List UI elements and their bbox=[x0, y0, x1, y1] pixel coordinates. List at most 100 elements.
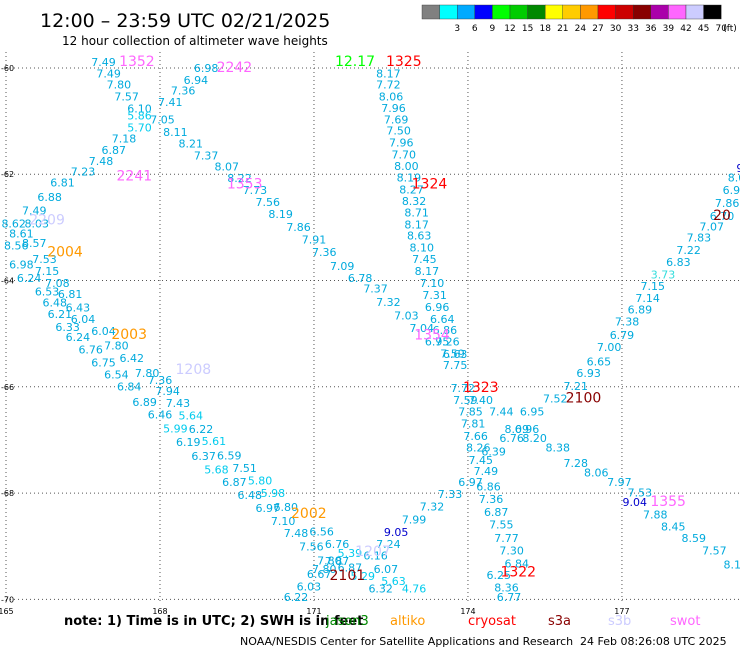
wave-height-value: 7.83 bbox=[687, 232, 712, 245]
wave-height-value: 7.57 bbox=[114, 90, 139, 103]
wave-height-value: 7.36 bbox=[312, 246, 337, 259]
scale-swatch bbox=[457, 4, 476, 20]
wave-height-value: 7.86 bbox=[715, 197, 740, 210]
wave-height-value: 8.56 bbox=[4, 240, 29, 253]
wave-height-value: 7.87 bbox=[325, 555, 350, 568]
wave-height-value: 6.77 bbox=[497, 591, 522, 604]
footer-timestamp: 24 Feb 08:26:08 UTC 2025 bbox=[580, 635, 727, 648]
lon-tick-label: 168 bbox=[152, 607, 167, 616]
wave-height-value: 6.98 bbox=[194, 62, 219, 75]
pass-time-label: 1355 bbox=[650, 494, 686, 510]
wave-height-value: 6.76 bbox=[78, 343, 103, 356]
lon-tick-label: 171 bbox=[306, 607, 321, 616]
scale-tick-label: 45 bbox=[698, 24, 709, 34]
wave-height-value: 6.95 bbox=[425, 335, 450, 348]
satellite-key: jason3 altiko cryosat s3a s3b swot bbox=[325, 614, 700, 629]
wave-height-value: 7.73 bbox=[243, 184, 268, 197]
wave-height-value: 7.00 bbox=[597, 341, 622, 354]
wave-height-value: 6.84 bbox=[117, 381, 142, 394]
wave-height-value: 6.87 bbox=[222, 476, 247, 489]
wave-height-value: 6.46 bbox=[148, 409, 173, 422]
wave-height-value: 7.10 bbox=[271, 515, 296, 528]
wave-height-value: 8.07 bbox=[214, 161, 239, 174]
wave-height-value: 6.25 bbox=[487, 569, 512, 582]
wave-height-value: 6.03 bbox=[297, 580, 322, 593]
scale-swatch bbox=[562, 4, 581, 20]
wave-height-value: 6.89 bbox=[132, 396, 157, 409]
wave-height-value: 6.59 bbox=[217, 450, 242, 463]
wave-height-value: 6.10 bbox=[127, 103, 152, 116]
pass-time-label: 2241 bbox=[117, 169, 153, 185]
wave-height-value: 7.80 bbox=[104, 340, 129, 353]
lon-tick-label: 174 bbox=[460, 607, 475, 616]
wave-height-value: 8.61 bbox=[9, 227, 34, 240]
wave-height-value: 6.16 bbox=[363, 549, 388, 562]
wave-height-value: 7.75 bbox=[443, 359, 468, 372]
wave-height-value: 7.88 bbox=[643, 509, 668, 522]
wave-height-value: 7.04 bbox=[410, 322, 435, 335]
scale-swatch bbox=[703, 4, 722, 20]
scale-tick-label: 30 bbox=[610, 24, 622, 34]
wave-height-value: 7.86 bbox=[286, 221, 311, 234]
pass-time-label: 2242 bbox=[217, 60, 253, 76]
wave-height-value: 7.56 bbox=[299, 540, 324, 553]
wave-height-value: 7.53 bbox=[32, 253, 57, 266]
wave-height-value: 8.63 bbox=[407, 230, 432, 243]
wave-height-value: 8.17 bbox=[415, 265, 440, 278]
wave-height-value: 8.26 bbox=[466, 442, 491, 455]
wave-height-value: 6.67 bbox=[307, 568, 332, 581]
wave-height-value: 7.49 bbox=[22, 205, 47, 218]
wave-height-value: 7.21 bbox=[563, 380, 588, 393]
wave-height-value: 8.1 bbox=[724, 559, 740, 572]
satellite-name: s3a bbox=[548, 614, 571, 629]
wave-height-value: 8.10 bbox=[410, 241, 435, 254]
wave-height-value: 6.83 bbox=[666, 256, 691, 269]
wave-height-value: 7.37 bbox=[363, 283, 388, 296]
wave-height-value: 8.19 bbox=[268, 208, 293, 221]
wave-height-value: 7.99 bbox=[402, 513, 427, 526]
wave-height-value: 6.04 bbox=[91, 325, 116, 338]
wave-height-value: 7.30 bbox=[499, 545, 524, 558]
scale-swatch bbox=[474, 4, 493, 20]
wave-height-value: 5.80 bbox=[248, 475, 273, 488]
wave-height-value: 7.96 bbox=[389, 137, 414, 150]
wave-height-value: 8.06 bbox=[584, 467, 609, 480]
wave-height-value: 7.05 bbox=[150, 114, 175, 127]
wave-height-value: 8.59 bbox=[682, 532, 707, 545]
wave-height-value: 8.03 bbox=[25, 217, 50, 230]
wave-height-value: 6.97 bbox=[458, 476, 483, 489]
scale-swatch bbox=[685, 4, 704, 20]
wave-height-value: 8.03 bbox=[728, 172, 740, 185]
wave-height-value: 3.73 bbox=[651, 268, 676, 281]
footer-note: note: 1) Time is in UTC; 2) SWH is in fe… bbox=[64, 614, 363, 629]
wave-height-value: 6.07 bbox=[374, 563, 399, 576]
wave-height-value: 5.98 bbox=[261, 487, 286, 500]
map-subtitle: 12 hour collection of altimeter wave hei… bbox=[62, 34, 328, 48]
wave-height-value: 6.24 bbox=[17, 272, 42, 285]
wave-height-value: 7.80 bbox=[107, 79, 132, 92]
wave-height-value: 8.11 bbox=[163, 126, 188, 139]
satellite-name: swot bbox=[670, 614, 700, 629]
scale-swatch bbox=[597, 4, 616, 20]
wave-height-value: 6.96 bbox=[425, 301, 450, 314]
wave-height-value: 6.42 bbox=[120, 352, 145, 365]
wave-height-value: 8.38 bbox=[546, 442, 571, 455]
wave-height-value: 5.86 bbox=[127, 109, 152, 122]
wave-height-value: 6.76 bbox=[325, 538, 350, 551]
pass-labels: 1352 2242 12.17 1325 2241 1353 1324 2209 2004 200… bbox=[29, 54, 731, 584]
wave-height-value: 5.68 bbox=[204, 463, 229, 476]
wave-height-value: 6.32 bbox=[368, 582, 393, 595]
wave-height-value: 7.31 bbox=[422, 289, 447, 302]
wave-height-value: 6.24 bbox=[66, 331, 91, 344]
scale-tick-label: 12 bbox=[504, 24, 515, 34]
wave-height-value: 7.44 bbox=[489, 405, 514, 418]
wave-height-value: 6.53 bbox=[35, 285, 60, 298]
wave-height-value: 8.17 bbox=[376, 68, 401, 81]
wave-height-value: 8.09 bbox=[504, 423, 529, 436]
map-title: 12:00 – 23:59 UTC 02/21/2025 bbox=[40, 10, 330, 32]
color-scale-legend: 3 6 9 12 15 18 21 24 27 30 33 36 39 42 45 70(ft) bbox=[421, 4, 737, 34]
wave-height-value: 7.80 bbox=[312, 563, 337, 576]
wave-height-value: 7.32 bbox=[420, 501, 445, 514]
wave-height-value: 6.63 bbox=[443, 348, 468, 361]
wave-height-value: 5.63 bbox=[381, 575, 406, 588]
